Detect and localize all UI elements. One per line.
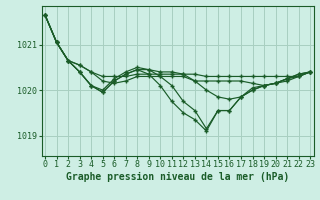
X-axis label: Graphe pression niveau de la mer (hPa): Graphe pression niveau de la mer (hPa) bbox=[66, 172, 289, 182]
